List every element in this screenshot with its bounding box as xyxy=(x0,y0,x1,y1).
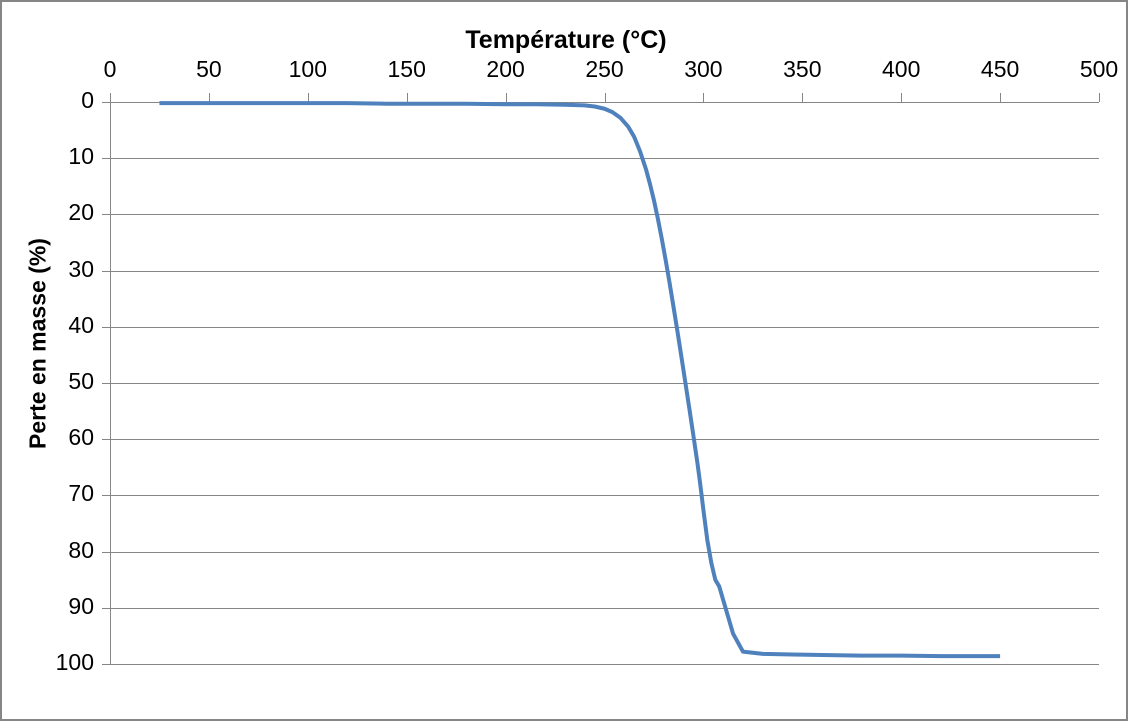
x-axis-tick xyxy=(110,93,111,102)
x-axis-tick xyxy=(901,93,903,102)
x-axis-tick xyxy=(1099,93,1100,102)
x-axis-tick-label: 500 xyxy=(1079,56,1119,82)
y-axis-tick xyxy=(102,383,110,384)
x-axis-tick-label: 450 xyxy=(980,56,1020,82)
gridline xyxy=(110,214,1099,216)
x-axis-tick-label: 200 xyxy=(486,56,525,82)
y-axis-tick xyxy=(102,158,110,160)
x-axis-tick-label: 100 xyxy=(288,56,327,82)
y-axis-tick xyxy=(102,495,110,497)
gridline xyxy=(110,383,1099,384)
series-layer xyxy=(159,101,1001,659)
y-axis-tick xyxy=(102,664,110,665)
y-axis-tick-label: 70 xyxy=(68,480,94,507)
gridline xyxy=(110,326,1099,328)
gridline xyxy=(110,158,1099,160)
x-axis-tick-label: 250 xyxy=(585,56,624,82)
x-axis-tick xyxy=(307,93,309,102)
y-axis-tick-label: 50 xyxy=(68,368,94,394)
x-axis-tick-label: 150 xyxy=(387,56,426,82)
x-axis-tick-label: 300 xyxy=(684,56,723,82)
y-axis-tick-label: 60 xyxy=(68,424,94,451)
x-axis-tick xyxy=(703,93,705,102)
chart-title: Température (°C) xyxy=(465,26,667,54)
data-series-line xyxy=(159,101,1001,659)
y-axis-tick xyxy=(102,270,110,272)
y-axis-tick-label: 0 xyxy=(81,87,94,113)
x-axis-tick xyxy=(505,93,507,102)
y-axis-tick-label: 90 xyxy=(68,592,94,619)
gridline xyxy=(110,664,1099,665)
y-axis-tick xyxy=(102,551,110,553)
gridline xyxy=(110,607,1099,609)
y-axis-tick xyxy=(102,607,110,609)
y-axis-tick-label: 100 xyxy=(55,649,94,675)
x-axis-tick-label: 350 xyxy=(783,56,822,82)
gridline xyxy=(110,551,1099,553)
y-axis-tick-label: 80 xyxy=(68,536,94,563)
gridline xyxy=(110,102,1099,103)
x-axis-tick xyxy=(604,93,606,102)
y-axis-tick xyxy=(102,326,110,328)
x-axis-tick xyxy=(208,93,210,102)
y-axis-tick-label: 10 xyxy=(68,143,94,170)
gridline xyxy=(110,495,1099,497)
plot-area xyxy=(110,101,1099,665)
x-axis-tick xyxy=(802,93,804,102)
gridline xyxy=(110,439,1099,441)
gridline xyxy=(110,270,1099,272)
x-axis-tick-label: 0 xyxy=(103,56,117,82)
y-axis-tick-label: 20 xyxy=(68,199,94,226)
y-axis-tick-label: 40 xyxy=(68,311,94,338)
x-axis-tick-label: 50 xyxy=(196,56,222,82)
y-axis-tick xyxy=(102,102,110,103)
x-axis-tick xyxy=(406,93,408,102)
x-axis-tick xyxy=(1000,93,1002,102)
x-axis-tick-label: 400 xyxy=(882,56,921,82)
y-axis-tick xyxy=(102,439,110,441)
y-axis-tick-label: 30 xyxy=(68,255,94,282)
y-axis-tick xyxy=(102,214,110,216)
